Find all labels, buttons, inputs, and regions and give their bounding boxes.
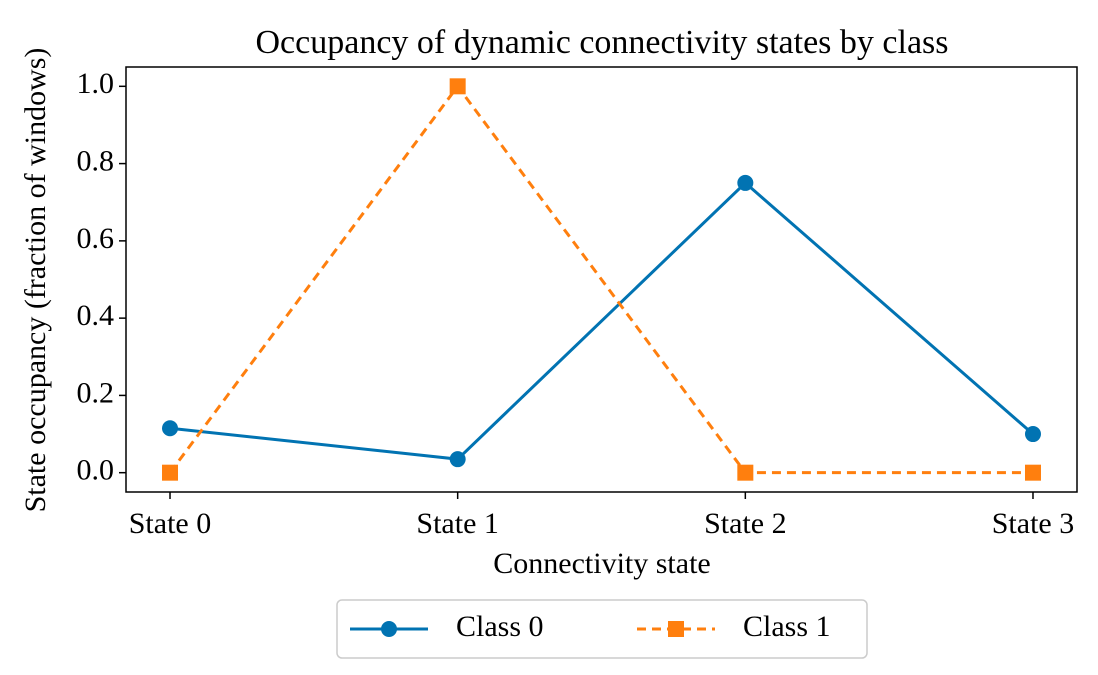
data-point <box>737 174 754 191</box>
plot-frame <box>125 66 1078 493</box>
y-tick-label: 1.0 <box>77 67 115 100</box>
data-point <box>162 420 179 437</box>
series-line <box>169 180 1034 461</box>
series-line <box>168 83 1033 475</box>
y-axis-label: State occupancy (fraction of windows) <box>19 48 52 513</box>
x-tick-label: State 2 <box>704 507 787 540</box>
legend-label: Class 1 <box>743 610 831 643</box>
data-point <box>737 464 754 481</box>
legend-box <box>336 599 868 659</box>
x-tick-label: State 3 <box>992 507 1075 540</box>
data-point <box>162 464 179 481</box>
x-axis-label: Connectivity state <box>493 547 710 580</box>
data-point <box>449 78 466 95</box>
y-tick-label: 0.0 <box>77 454 115 487</box>
legend-marker <box>668 621 684 637</box>
x-tick-label: State 1 <box>416 507 499 540</box>
x-tick-label: State 0 <box>129 507 212 540</box>
y-tick-label: 0.4 <box>77 299 115 332</box>
data-point <box>449 451 466 468</box>
data-point <box>1024 464 1041 481</box>
y-tick-label: 0.6 <box>77 222 115 255</box>
legend-label: Class 0 <box>456 610 544 643</box>
chart-title: Occupancy of dynamic connectivity states… <box>256 24 949 61</box>
data-point <box>1024 426 1041 443</box>
y-tick-label: 0.2 <box>77 376 115 409</box>
y-tick-label: 0.8 <box>77 144 115 177</box>
legend-marker <box>381 621 397 637</box>
